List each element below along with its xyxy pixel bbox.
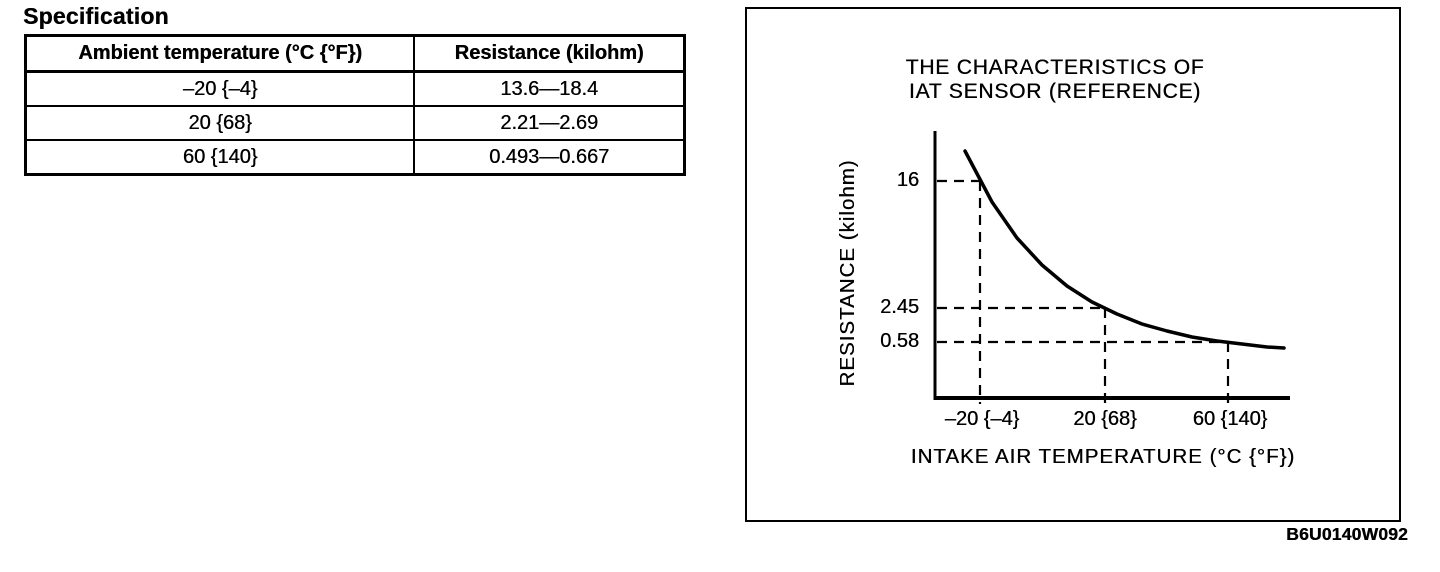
ambient-temperature-cell: 20 {68} <box>24 105 416 141</box>
y-tick-0-58: 0.58 <box>880 330 919 352</box>
ambient-temperature-cell: –20 {–4} <box>24 70 416 107</box>
sensor-curve <box>963 149 1286 350</box>
x-tick-minus-20: –20 {–4} <box>944 408 1020 430</box>
table-row: –20 {–4} 13.6—18.4 <box>24 70 686 107</box>
table-header-row: Ambient temperature (°C {°F}) Resistance… <box>24 34 686 73</box>
y-tick-16: 16 <box>896 169 919 191</box>
figure-code: B6U0140W092 <box>1286 524 1408 544</box>
x-tick-60: 60 {140} <box>1192 408 1268 430</box>
chart-title-line-2: IAT SENSOR (REFERENCE) <box>908 80 1202 103</box>
x-axis-label: INTAKE AIR TEMPERATURE (°C {°F}) <box>910 445 1296 468</box>
resistance-cell: 0.493—0.667 <box>413 139 686 176</box>
resistance-cell: 2.21—2.69 <box>413 105 686 141</box>
column-header-ambient-temperature: Ambient temperature (°C {°F}) <box>24 34 416 73</box>
chart-canvas <box>933 131 1290 404</box>
table-row: 60 {140} 0.493—0.667 <box>24 139 686 176</box>
table-row: 20 {68} 2.21—2.69 <box>24 105 686 141</box>
spec-table: Ambient temperature (°C {°F}) Resistance… <box>24 34 686 176</box>
column-header-resistance: Resistance (kilohm) <box>413 34 686 73</box>
x-tick-20: 20 {68} <box>1073 408 1137 430</box>
chart-title-line-1: THE CHARACTERISTICS OF <box>905 56 1205 79</box>
iat-characteristics-figure: THE CHARACTERISTICS OF IAT SENSOR (REFER… <box>745 7 1401 522</box>
section-heading: Specification <box>23 3 169 29</box>
resistance-cell: 13.6—18.4 <box>413 70 686 107</box>
y-tick-2-45: 2.45 <box>880 296 919 318</box>
y-axis-label: RESISTANCE (kilohm) <box>836 159 859 387</box>
ambient-temperature-cell: 60 {140} <box>24 139 416 176</box>
